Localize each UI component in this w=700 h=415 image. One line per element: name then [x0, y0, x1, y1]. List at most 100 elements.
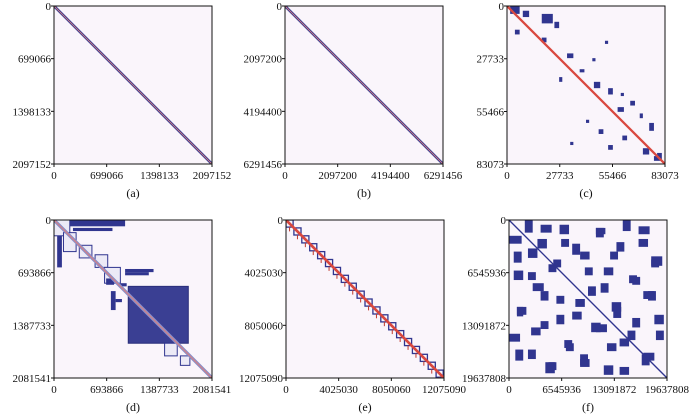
y-tick-label: 0: [46, 215, 52, 227]
x-tick-label: 0: [283, 384, 289, 396]
dense-block: [127, 285, 189, 344]
y-tick-label: 4194400: [244, 106, 283, 118]
y-tick-label: 2081541: [13, 373, 52, 385]
nonzero-block: [654, 314, 664, 325]
panel-caption: (e): [358, 400, 371, 414]
spy-panel-1: 0 0 2097200 2097200 4194400 4194400 6291456 629…: [244, 1, 463, 200]
nonzero-block: [541, 13, 553, 24]
nonzero-block: [586, 119, 590, 123]
nonzero-block: [125, 268, 154, 273]
nonzero-block: [629, 275, 637, 284]
nonzero-block: [120, 283, 127, 287]
diagonal-band: [509, 220, 667, 378]
nonzero-block: [110, 291, 116, 311]
spy-panel-0: 0 0 699066 699066 1398133 1398133 2097152 20971…: [13, 1, 232, 200]
nonzero-block: [513, 270, 524, 281]
nonzero-block: [579, 69, 585, 73]
spy-panel-4: 0 0 4025030 4025030 8050060 8050060 12075090 12…: [239, 215, 467, 414]
x-tick-label: 6291456: [424, 170, 463, 182]
nonzero-block: [553, 259, 562, 268]
nonzero-block: [642, 148, 650, 155]
axes-frame: [508, 219, 668, 379]
nonzero-block: [559, 224, 570, 235]
diagonal-block: [419, 353, 429, 363]
y-tick-label: 55466: [477, 106, 505, 118]
nonzero-block: [125, 272, 149, 276]
nonzero-block: [651, 259, 660, 268]
x-tick-label: 1387733: [140, 384, 179, 396]
nonzero-block: [510, 6, 520, 14]
nonzero-block: [548, 264, 557, 273]
diagonal-band: [54, 6, 212, 164]
nonzero-block: [532, 283, 544, 292]
y-tick-label: 0: [501, 215, 507, 227]
axes-frame: [284, 5, 444, 165]
spy-panel-2: 0 0 27733 27733 55466 55466 83073 83073 (c): [477, 1, 680, 200]
nonzero-block: [515, 349, 524, 361]
nonzero-block: [638, 226, 650, 235]
nonzero-block: [527, 349, 536, 360]
x-tick-label: 0: [506, 384, 512, 396]
y-tick-label: 6291456: [244, 159, 283, 171]
nonzero-block: [556, 314, 565, 325]
nonzero-block: [648, 291, 656, 301]
nonzero-block: [622, 135, 628, 141]
nonzero-block: [164, 342, 178, 357]
nonzero-block: [639, 113, 643, 119]
y-tick-label: 2097200: [244, 54, 283, 66]
nonzero-block: [617, 107, 624, 112]
y-tick-label: 6545936: [468, 268, 507, 280]
nonzero-block: [619, 366, 630, 375]
panel-caption: (c): [579, 186, 592, 200]
nonzero-block: [603, 267, 614, 276]
nonzero-block: [72, 227, 113, 232]
x-tick-label: 13091872: [592, 384, 636, 396]
y-tick-label: 12075090: [239, 373, 284, 385]
nonzero-block: [567, 53, 574, 59]
nonzero-block: [516, 306, 527, 315]
nonzero-block: [509, 235, 522, 244]
nonzero-block: [570, 141, 574, 146]
axes-frame: [53, 219, 213, 379]
nonzero-block: [57, 235, 62, 268]
nonzero-block: [584, 267, 593, 276]
y-tick-label: 19637808: [462, 373, 507, 385]
x-tick-label: 83073: [651, 170, 679, 182]
x-tick-label: 6545936: [542, 384, 581, 396]
nonzero-block: [619, 338, 630, 347]
nonzero-block: [603, 365, 614, 375]
nonzero-block: [641, 354, 650, 366]
x-tick-label: 19637808: [645, 384, 690, 396]
x-tick-label: 0: [51, 170, 57, 182]
nonzero-block: [591, 322, 601, 333]
nonzero-block: [610, 251, 619, 260]
nonzero-block: [527, 248, 538, 258]
x-tick-label: 699066: [90, 170, 124, 182]
y-tick-label: 8050060: [245, 320, 284, 332]
diagonal-block: [380, 314, 389, 323]
spy-panel-5: 0 0 6545936 6545936 13091872 13091872 19637808…: [462, 215, 690, 414]
nonzero-block: [514, 29, 520, 35]
nonzero-block: [522, 10, 530, 18]
y-tick-label: 693866: [18, 268, 52, 280]
axes-frame: [285, 219, 445, 379]
nonzero-block: [593, 81, 601, 89]
diagonal-block: [372, 306, 381, 315]
axes-frame: [506, 5, 666, 165]
nonzero-block: [524, 220, 533, 233]
nonzero-block: [608, 88, 613, 95]
nonzero-block: [638, 238, 649, 247]
y-tick-label: 0: [277, 1, 283, 13]
nonzero-block: [106, 278, 115, 285]
nonzero-block: [653, 156, 661, 161]
nonzero-block: [69, 220, 126, 227]
diagonal-block: [332, 266, 342, 276]
axes-frame: [53, 5, 213, 165]
diagonal-block: [411, 345, 421, 355]
nonzero-block: [575, 299, 585, 307]
y-tick-label: 699066: [18, 54, 52, 66]
nonzero-block: [613, 306, 622, 318]
nonzero-block: [556, 295, 565, 304]
y-tick-label: 0: [499, 1, 505, 13]
nonzero-block: [627, 330, 636, 341]
